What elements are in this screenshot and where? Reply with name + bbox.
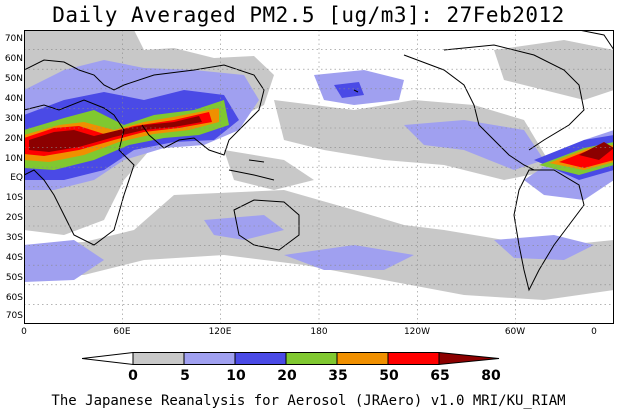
map-canvas — [24, 30, 614, 324]
colorbar-label: 5 — [180, 368, 190, 384]
colorbar-box — [183, 352, 236, 365]
lat-label: 70N — [4, 34, 23, 44]
lat-label: 30S — [5, 233, 23, 243]
colorbar-box — [234, 352, 287, 365]
colorbar-label: 80 — [481, 368, 501, 384]
colorbar-arrow-high — [438, 352, 500, 366]
lat-label: 50N — [4, 74, 23, 84]
colorbar-box — [285, 352, 338, 365]
lon-label: 120W — [403, 327, 431, 337]
lat-label: 20N — [4, 134, 23, 144]
chart-title: Daily Averaged PM2.5 [ug/m3]: 27Feb2012 — [52, 3, 565, 27]
lon-label: 120E — [208, 327, 232, 337]
lat-label: 10S — [5, 193, 23, 203]
coastlines — [24, 30, 614, 292]
lon-label: 0 — [21, 327, 27, 337]
map-frame — [24, 30, 614, 324]
lat-label: 60S — [5, 293, 23, 303]
credit-text: The Japanese Reanalysis for Aerosol (JRA… — [51, 393, 566, 409]
colorbar-label: 35 — [328, 368, 348, 384]
lon-label: 60E — [113, 327, 131, 337]
gridlines — [24, 30, 614, 324]
colorbar-boxes — [82, 352, 500, 366]
colorbar-label: 20 — [277, 368, 297, 384]
colorbar-arrow-low — [82, 352, 134, 366]
lat-label: 40N — [4, 94, 23, 104]
lat-label: 50S — [5, 273, 23, 283]
lat-label: 60N — [4, 54, 23, 64]
colorbar-box — [132, 352, 185, 365]
colorbar-label: 0 — [128, 368, 138, 384]
colorbar-label: 10 — [226, 368, 246, 384]
lat-label: 20S — [5, 213, 23, 223]
lon-label: 60W — [504, 327, 526, 337]
colorbar — [82, 352, 500, 366]
colorbar-label: 50 — [379, 368, 399, 384]
colorbar-box — [387, 352, 440, 365]
lat-label: 70S — [5, 311, 23, 321]
lat-label: 10N — [4, 154, 23, 164]
colorbar-label: 65 — [430, 368, 450, 384]
concentration-fields — [24, 30, 614, 300]
lat-label: 30N — [4, 114, 23, 124]
pm25-map — [24, 30, 614, 324]
lon-label: 180 — [310, 327, 328, 337]
lat-label: 40S — [5, 253, 23, 263]
colorbar-box — [336, 352, 389, 365]
lat-label: EQ — [10, 173, 23, 183]
lon-label: 0 — [591, 327, 597, 337]
